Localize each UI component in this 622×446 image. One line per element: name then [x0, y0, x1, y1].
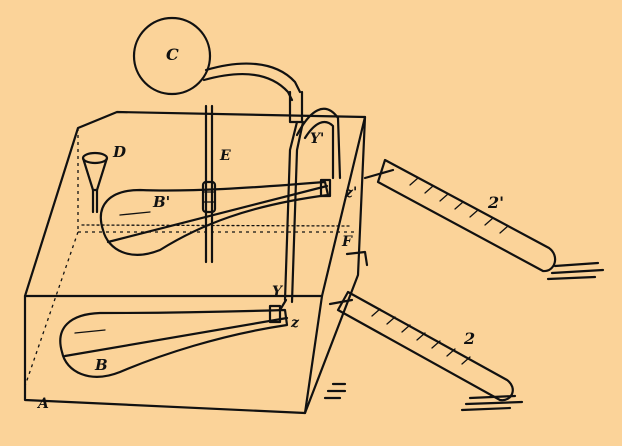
label-a: A [36, 396, 49, 412]
connecting-tubes [278, 107, 342, 312]
box [23, 110, 367, 415]
flask-b-prime [99, 178, 332, 256]
label-y-prime: Y' [310, 131, 324, 147]
label-c: C [166, 45, 179, 64]
label-tube-lower: 2 [463, 329, 475, 348]
tube-upper [363, 158, 605, 281]
rod-e [201, 104, 217, 264]
label-z-prime: z' [344, 185, 357, 201]
label-e: E [219, 148, 231, 164]
funnel-d [81, 151, 109, 214]
flask-b [59, 304, 289, 378]
label-z: z [290, 315, 300, 331]
ground-marks [323, 382, 347, 400]
label-d: D [112, 143, 126, 161]
label-tube-upper: 2' [487, 193, 504, 212]
label-f: F [341, 234, 353, 250]
label-y: Y [272, 284, 284, 300]
stopcock-f [345, 250, 369, 267]
tube-lower [328, 290, 524, 412]
label-b-prime: B' [152, 193, 170, 211]
bulb-c [132, 16, 304, 124]
label-b: B [94, 356, 108, 374]
